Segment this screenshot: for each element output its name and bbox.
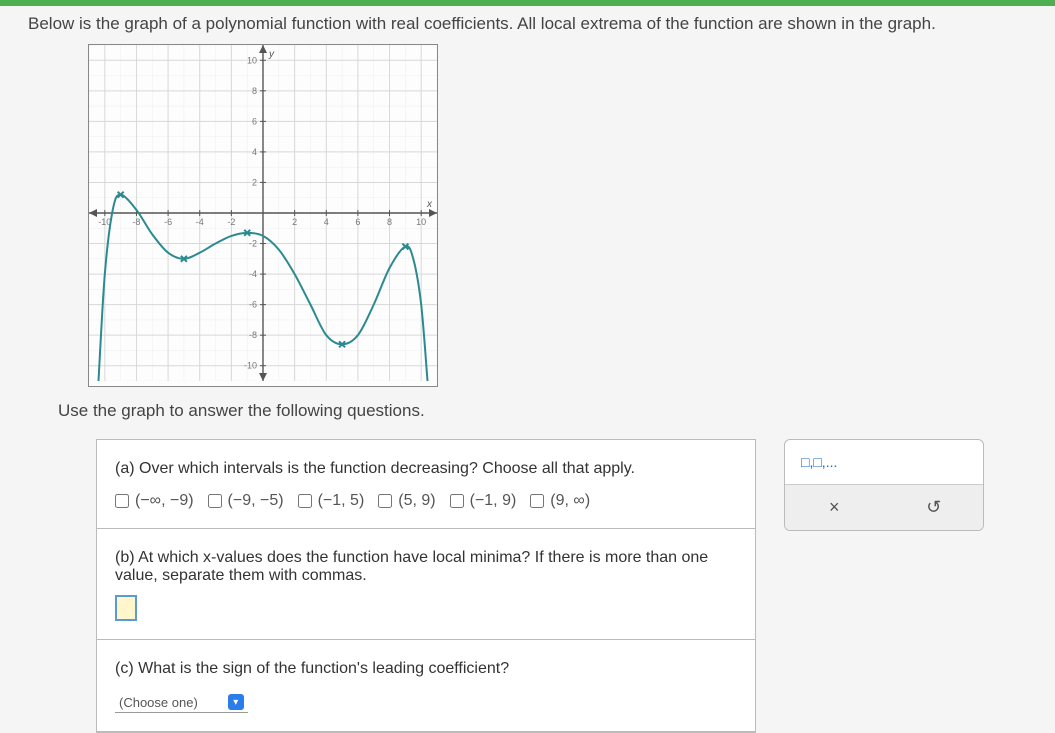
svg-text:-8: -8 <box>249 330 257 340</box>
clear-button[interactable]: × <box>785 485 884 530</box>
reset-icon: ↺ <box>926 497 941 517</box>
question-a: (a) Over which intervals is the function… <box>97 440 755 529</box>
question-box: (a) Over which intervals is the function… <box>96 439 756 733</box>
option-label-0: (−∞, −9) <box>135 492 194 510</box>
svg-text:4: 4 <box>252 147 257 157</box>
svg-text:10: 10 <box>247 55 257 65</box>
checkbox-5[interactable] <box>530 494 544 508</box>
polynomial-graph: -10-8-6-4-2246810-10-8-6-4-2246810xy <box>89 45 437 381</box>
toolbox-hint[interactable]: □,□,... <box>785 440 983 484</box>
svg-text:8: 8 <box>252 86 257 96</box>
prompt-line-1: Below is the graph of a polynomial funct… <box>28 14 1035 34</box>
content-area: Below is the graph of a polynomial funct… <box>0 6 1055 733</box>
option-a-5[interactable]: (9, ∞) <box>530 492 590 510</box>
svg-text:2: 2 <box>252 177 257 187</box>
option-a-0[interactable]: (−∞, −9) <box>115 492 194 510</box>
local-minima-input[interactable] <box>115 595 137 621</box>
toolbox-buttons: × ↺ <box>785 484 983 530</box>
svg-text:-8: -8 <box>132 217 140 227</box>
svg-text:-2: -2 <box>249 239 257 249</box>
checkbox-0[interactable] <box>115 494 129 508</box>
option-label-3: (5, 9) <box>398 492 435 510</box>
svg-text:-6: -6 <box>249 300 257 310</box>
graph-border: -10-8-6-4-2246810-10-8-6-4-2246810xy <box>88 44 438 387</box>
svg-text:4: 4 <box>324 217 329 227</box>
prompt-line-2: Use the graph to answer the following qu… <box>58 401 1035 421</box>
option-label-2: (−1, 5) <box>318 492 365 510</box>
option-a-2[interactable]: (−1, 5) <box>298 492 365 510</box>
questions-row: (a) Over which intervals is the function… <box>96 439 1035 733</box>
checkbox-3[interactable] <box>378 494 392 508</box>
question-c-text: (c) What is the sign of the function's l… <box>115 660 737 678</box>
svg-text:-10: -10 <box>244 361 257 371</box>
option-a-4[interactable]: (−1, 9) <box>450 492 517 510</box>
svg-text:-4: -4 <box>249 269 257 279</box>
svg-text:-4: -4 <box>196 217 204 227</box>
svg-text:6: 6 <box>355 217 360 227</box>
svg-text:-2: -2 <box>227 217 235 227</box>
question-b: (b) At which x-values does the function … <box>97 529 755 640</box>
checkbox-2[interactable] <box>298 494 312 508</box>
svg-text:8: 8 <box>387 217 392 227</box>
question-c: (c) What is the sign of the function's l… <box>97 640 755 732</box>
svg-text:x: x <box>426 199 433 210</box>
answer-toolbox: □,□,... × ↺ <box>784 439 984 531</box>
svg-text:10: 10 <box>416 217 426 227</box>
option-a-3[interactable]: (5, 9) <box>378 492 435 510</box>
svg-text:y: y <box>268 49 275 60</box>
select-placeholder: (Choose one) <box>119 695 198 710</box>
reset-button[interactable]: ↺ <box>884 485 984 530</box>
chevron-down-icon: ▾ <box>228 694 244 710</box>
option-a-1[interactable]: (−9, −5) <box>208 492 284 510</box>
option-label-1: (−9, −5) <box>228 492 284 510</box>
graph-container: -10-8-6-4-2246810-10-8-6-4-2246810xy <box>88 44 1035 387</box>
svg-text:6: 6 <box>252 116 257 126</box>
leading-coeff-select[interactable]: (Choose one) ▾ <box>115 692 248 713</box>
interval-options: (−∞, −9) (−9, −5) (−1, 5) (5, 9) <box>115 492 737 510</box>
checkbox-1[interactable] <box>208 494 222 508</box>
close-icon: × <box>829 497 840 517</box>
svg-text:-6: -6 <box>164 217 172 227</box>
option-label-5: (9, ∞) <box>550 492 590 510</box>
svg-text:2: 2 <box>292 217 297 227</box>
question-b-text: (b) At which x-values does the function … <box>115 549 737 585</box>
checkbox-4[interactable] <box>450 494 464 508</box>
option-label-4: (−1, 9) <box>470 492 517 510</box>
question-a-text: (a) Over which intervals is the function… <box>115 460 737 478</box>
